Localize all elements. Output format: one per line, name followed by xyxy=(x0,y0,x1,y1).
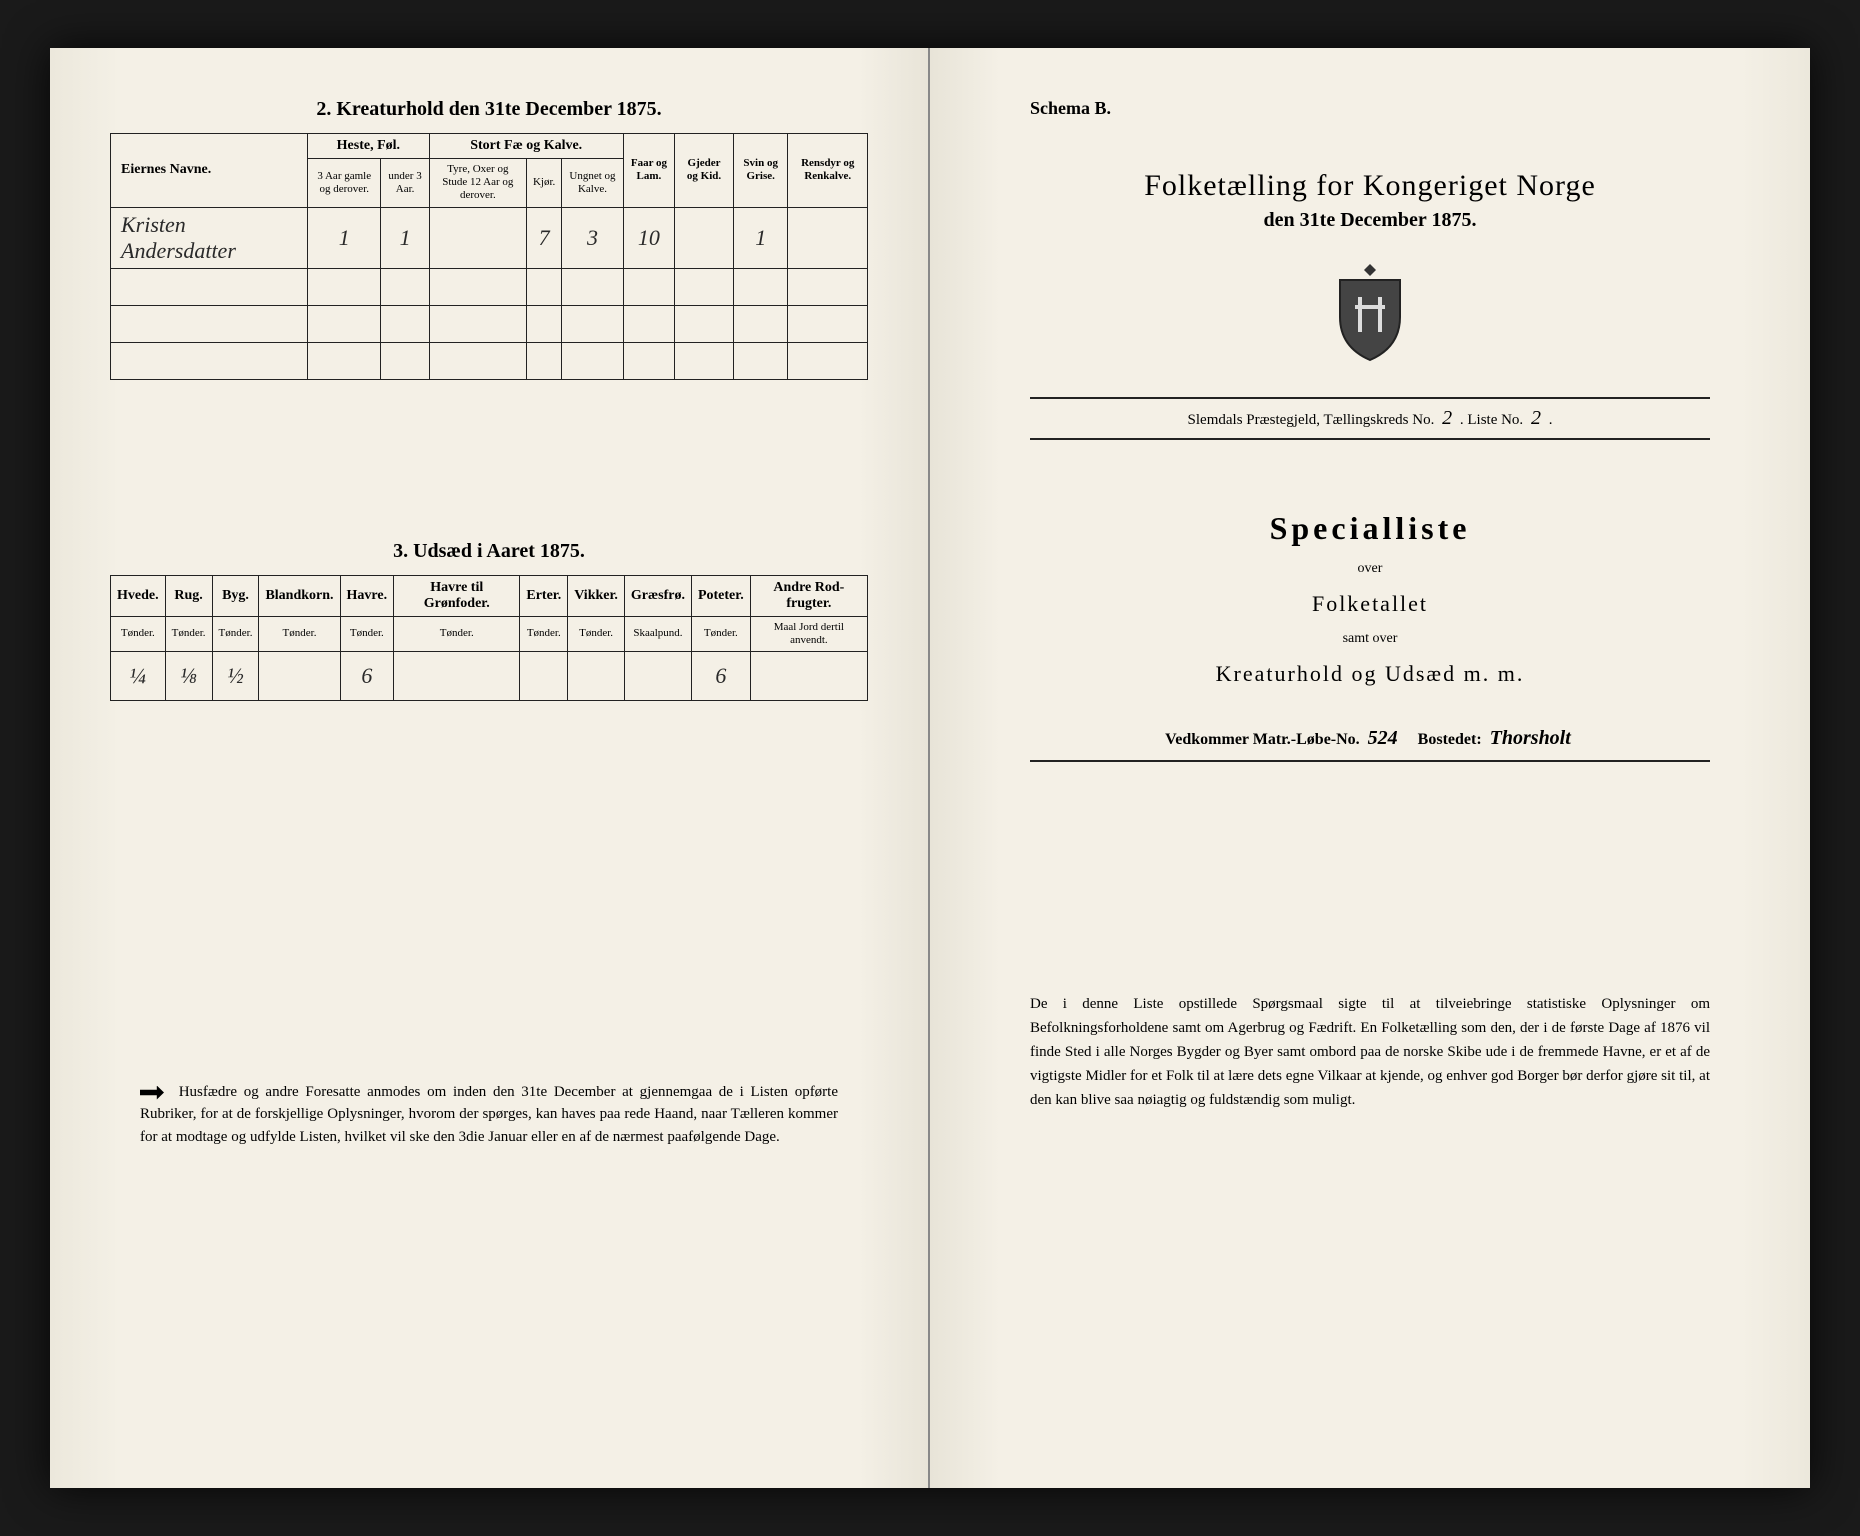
left-footer-text: Husfædre og andre Foresatte anmodes om i… xyxy=(140,1084,838,1145)
col-stort-c: Ungnet og Kalve. xyxy=(562,159,623,208)
right-page: Schema B. Folketælling for Kongeriget No… xyxy=(930,48,1810,1488)
cell-hvede: ¼ xyxy=(111,651,166,700)
folketallet-text: Folketallet xyxy=(990,591,1750,617)
right-footer-text: De i denne Liste opstillede Spørgsmaal s… xyxy=(990,992,1750,1112)
col-rug: Rug. xyxy=(165,575,212,616)
col-heste-group: Heste, Føl. xyxy=(308,134,430,159)
cell-rensdyr xyxy=(788,207,868,268)
unit-erter: Tønder. xyxy=(520,616,568,651)
section3-title: 3. Udsæd i Aaret 1875. xyxy=(110,540,868,563)
col-stort-group: Stort Fæ og Kalve. xyxy=(429,134,623,159)
col-svin: Svin og Grise. xyxy=(733,134,788,208)
coat-of-arms-icon xyxy=(990,262,1750,367)
unit-blandkorn: Tønder. xyxy=(259,616,340,651)
col-andre: Andre Rod-frugter. xyxy=(750,575,867,616)
col-faar: Faar og Lam. xyxy=(623,134,674,208)
col-byg: Byg. xyxy=(212,575,259,616)
col-gjeder: Gjeder og Kid. xyxy=(675,134,734,208)
vedkommer-label1: Vedkommer Matr.-Løbe-No. xyxy=(1165,731,1360,748)
unit-poteter: Tønder. xyxy=(691,616,750,651)
samt-text: samt over xyxy=(990,631,1750,647)
col-havre: Havre. xyxy=(340,575,394,616)
unit-hvede: Tønder. xyxy=(111,616,166,651)
specialliste-title: Specialliste xyxy=(990,510,1750,547)
col-owner: Eiernes Navne. xyxy=(111,134,308,208)
left-footer-note: Husfædre og andre Foresatte anmodes om i… xyxy=(110,1081,868,1149)
cell-havre-gron xyxy=(394,651,520,700)
kreaturhold-table: Eiernes Navne. Heste, Føl. Stort Fæ og K… xyxy=(110,133,868,380)
parish-prefix: Slemdals Præstegjeld, Tællingskreds No. xyxy=(1188,412,1435,428)
cell-graesfro xyxy=(624,651,691,700)
cell-havre: 6 xyxy=(340,651,394,700)
cell-rug: ⅛ xyxy=(165,651,212,700)
cell-erter xyxy=(520,651,568,700)
over-text: over xyxy=(990,561,1750,577)
cell-vikker xyxy=(568,651,625,700)
unit-havre: Tønder. xyxy=(340,616,394,651)
cell-byg: ½ xyxy=(212,651,259,700)
col-graesfro: Græsfrø. xyxy=(624,575,691,616)
unit-andre: Maal Jord dertil anvendt. xyxy=(750,616,867,651)
col-heste-old: 3 Aar gamle og derover. xyxy=(308,159,381,208)
cell-andre xyxy=(750,651,867,700)
parish-suffix: . xyxy=(1549,412,1553,428)
parish-line: Slemdals Præstegjeld, Tællingskreds No. … xyxy=(1030,397,1710,440)
col-hvede: Hvede. xyxy=(111,575,166,616)
kreatur-text: Kreaturhold og Udsæd m. m. xyxy=(990,661,1750,687)
udsaed-table: Hvede. Rug. Byg. Blandkorn. Havre. Havre… xyxy=(110,575,868,701)
kreds-no: 2 xyxy=(1438,407,1456,429)
pointing-hand-icon xyxy=(140,1086,164,1100)
vedkommer-label2: Bostedet: xyxy=(1418,731,1482,748)
col-erter: Erter. xyxy=(520,575,568,616)
unit-byg: Tønder. xyxy=(212,616,259,651)
empty-row xyxy=(111,268,868,305)
main-title: Folketælling for Kongeriget Norge xyxy=(990,169,1750,203)
col-rensdyr: Rensdyr og Renkalve. xyxy=(788,134,868,208)
col-poteter: Poteter. xyxy=(691,575,750,616)
cell-gjeder xyxy=(675,207,734,268)
unit-rug: Tønder. xyxy=(165,616,212,651)
col-havre-gron: Havre til Grønfoder. xyxy=(394,575,520,616)
empty-row xyxy=(111,305,868,342)
cell-owner: Kristen Andersdatter xyxy=(111,207,308,268)
sub-title: den 31te December 1875. xyxy=(990,209,1750,232)
cell-heste-old: 1 xyxy=(308,207,381,268)
cell-stort-a xyxy=(429,207,526,268)
census-book-spread: 2. Kreaturhold den 31te December 1875. E… xyxy=(50,48,1810,1488)
cell-poteter: 6 xyxy=(691,651,750,700)
col-stort-b: Kjør. xyxy=(526,159,561,208)
cell-stort-c: 3 xyxy=(562,207,623,268)
cell-blandkorn xyxy=(259,651,340,700)
col-heste-young: under 3 Aar. xyxy=(381,159,429,208)
unit-vikker: Tønder. xyxy=(568,616,625,651)
schema-label: Schema B. xyxy=(1030,98,1750,119)
unit-graesfro: Skaalpund. xyxy=(624,616,691,651)
left-page: 2. Kreaturhold den 31te December 1875. E… xyxy=(50,48,930,1488)
bosted: Thorsholt xyxy=(1486,727,1575,749)
liste-no: 2 xyxy=(1527,407,1545,429)
cell-svin: 1 xyxy=(733,207,788,268)
col-vikker: Vikker. xyxy=(568,575,625,616)
col-blandkorn: Blandkorn. xyxy=(259,575,340,616)
unit-havre-gron: Tønder. xyxy=(394,616,520,651)
cell-stort-b: 7 xyxy=(526,207,561,268)
empty-row xyxy=(111,342,868,379)
matr-no: 524 xyxy=(1364,727,1402,749)
liste-label: . Liste No. xyxy=(1460,412,1523,428)
cell-heste-young: 1 xyxy=(381,207,429,268)
col-stort-a: Tyre, Oxer og Stude 12 Aar og derover. xyxy=(429,159,526,208)
cell-faar: 10 xyxy=(623,207,674,268)
vedkommer-line: Vedkommer Matr.-Løbe-No. 524 Bostedet: T… xyxy=(1030,727,1710,762)
section2-title: 2. Kreaturhold den 31te December 1875. xyxy=(110,98,868,121)
